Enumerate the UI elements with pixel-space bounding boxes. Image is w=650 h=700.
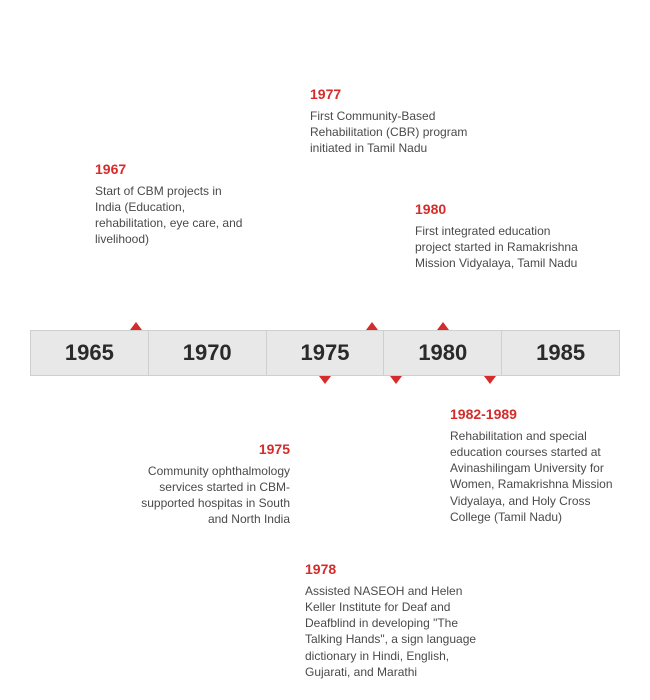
event-year: 1967 bbox=[95, 160, 245, 179]
axis-tick: 1975 bbox=[267, 331, 385, 375]
timeline-event-1977: 1977 First Community-Based Rehabilitatio… bbox=[310, 85, 480, 156]
event-marker-down-icon bbox=[319, 376, 331, 384]
event-description: Assisted NASEOH and Helen Keller Institu… bbox=[305, 583, 495, 680]
timeline-event-1967: 1967 Start of CBM projects in India (Edu… bbox=[95, 160, 245, 248]
event-year: 1982-1989 bbox=[450, 405, 630, 424]
timeline-axis: 1965 1970 1975 1980 1985 bbox=[30, 330, 620, 376]
event-marker-down-icon bbox=[390, 376, 402, 384]
event-year: 1980 bbox=[415, 200, 585, 219]
axis-tick: 1965 bbox=[31, 331, 149, 375]
event-year: 1975 bbox=[125, 440, 290, 459]
event-marker-up-icon bbox=[366, 322, 378, 330]
timeline-event-1982: 1982-1989 Rehabilitation and special edu… bbox=[450, 405, 630, 525]
event-description: First integrated education project start… bbox=[415, 223, 585, 272]
event-marker-down-icon bbox=[484, 376, 496, 384]
timeline-event-1978: 1978 Assisted NASEOH and Helen Keller In… bbox=[305, 560, 495, 680]
axis-tick: 1970 bbox=[149, 331, 267, 375]
event-description: Start of CBM projects in India (Educatio… bbox=[95, 183, 245, 248]
axis-tick: 1985 bbox=[502, 331, 619, 375]
event-description: Rehabilitation and special education cou… bbox=[450, 428, 630, 525]
event-marker-up-icon bbox=[130, 322, 142, 330]
event-year: 1977 bbox=[310, 85, 480, 104]
axis-tick: 1980 bbox=[384, 331, 502, 375]
timeline-event-1975: 1975 Community ophthalmology services st… bbox=[125, 440, 290, 528]
event-description: Community ophthalmology services started… bbox=[125, 463, 290, 528]
event-year: 1978 bbox=[305, 560, 495, 579]
timeline-event-1980: 1980 First integrated education project … bbox=[415, 200, 585, 271]
event-description: First Community-Based Rehabilitation (CB… bbox=[310, 108, 480, 157]
event-marker-up-icon bbox=[437, 322, 449, 330]
